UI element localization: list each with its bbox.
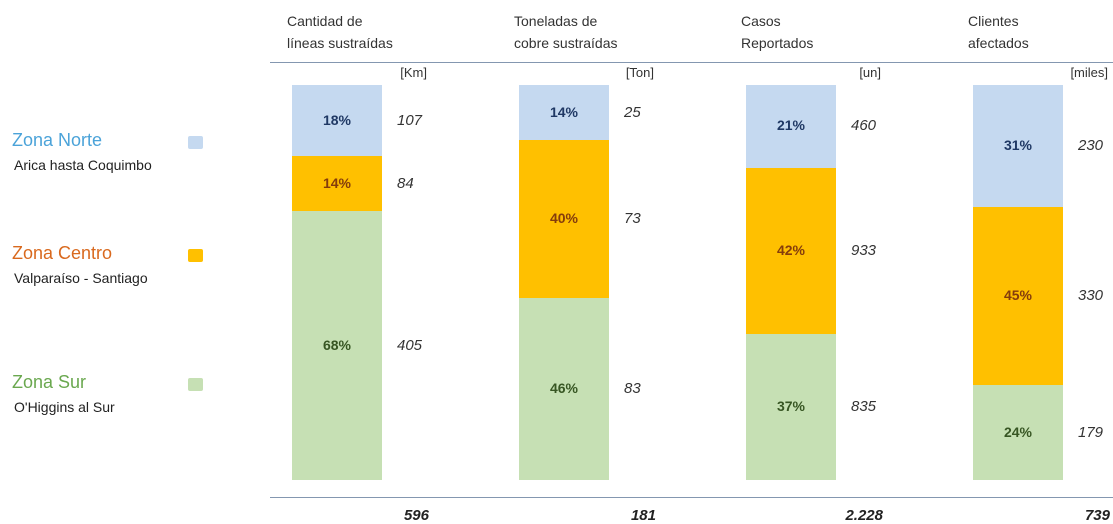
- amount-label: 25: [624, 103, 641, 121]
- category-title: Casos Reportados: [741, 10, 813, 54]
- category-line: Cantidad de: [287, 13, 363, 29]
- category-line: cobre sustraídas: [514, 35, 618, 51]
- percent-label: 14%: [322, 174, 352, 191]
- bar-segment: 24%: [973, 385, 1063, 480]
- category-line: líneas sustraídas: [287, 35, 393, 51]
- legend-icon: [188, 136, 203, 149]
- category-line: Clientes: [968, 13, 1019, 29]
- amount-label: 460: [851, 117, 877, 135]
- bottom-rule: [270, 497, 1113, 498]
- bar-segment: 31%: [973, 85, 1063, 208]
- amount-label: 84: [397, 174, 414, 192]
- amount-label: 83: [624, 380, 641, 398]
- bar-segment: 46%: [519, 298, 609, 480]
- amount-label: 107: [397, 111, 423, 129]
- percent-label: 46%: [549, 380, 579, 397]
- percent-label: 14%: [549, 103, 579, 120]
- bar-segment: 42%: [746, 167, 836, 334]
- amount-label: 179: [1078, 423, 1104, 441]
- amount-label: 405: [397, 336, 423, 354]
- total-label: 596: [403, 507, 429, 524]
- total-label: 181: [630, 507, 656, 524]
- total-label: 739: [1084, 507, 1110, 524]
- bar-segment: 18%: [292, 85, 382, 157]
- percent-label: 45%: [1003, 287, 1033, 304]
- percent-label: 21%: [776, 117, 806, 134]
- legend-icon: [188, 378, 203, 391]
- percent-label: 40%: [549, 210, 579, 227]
- category-line: afectados: [968, 35, 1029, 51]
- unit-label: [Km]: [400, 65, 427, 80]
- percent-label: 68%: [322, 336, 352, 353]
- category-line: Casos: [741, 13, 781, 29]
- legend-description: Valparaíso - Santiago: [14, 270, 148, 286]
- percent-label: 18%: [322, 111, 352, 128]
- legend-name: Zona Sur: [12, 372, 87, 392]
- total-label: 2.228: [845, 507, 883, 524]
- unit-label: [Ton]: [625, 65, 654, 80]
- category-line: Toneladas de: [514, 13, 598, 29]
- percent-label: 31%: [1003, 137, 1033, 154]
- bar-segment: 40%: [519, 140, 609, 299]
- category-line: Reportados: [741, 35, 814, 51]
- percent-label: 24%: [1003, 423, 1033, 440]
- percent-label: 42%: [776, 241, 806, 258]
- unit-label: [un]: [859, 65, 881, 80]
- category-title: Clientes afectados: [968, 10, 1029, 54]
- percent-label: 37%: [776, 397, 806, 414]
- legend-description: Arica hasta Coquimbo: [14, 157, 152, 173]
- legend-description: O'Higgins al Sur: [14, 399, 115, 415]
- legend-icon: [188, 249, 203, 262]
- amount-label: 835: [851, 397, 877, 415]
- unit-label: [miles]: [1070, 65, 1108, 80]
- bar-segment: 37%: [746, 333, 836, 480]
- legend-name: Zona Norte: [12, 130, 103, 150]
- amount-label: 73: [624, 210, 641, 228]
- bar-segment: 68%: [292, 211, 382, 480]
- amount-label: 933: [851, 241, 877, 259]
- amount-label: 330: [1078, 287, 1104, 305]
- category-title: Cantidad de líneas sustraídas: [287, 10, 393, 54]
- legend-name: Zona Centro: [12, 243, 113, 263]
- bar-segment: 21%: [746, 85, 836, 168]
- bar-segment: 14%: [292, 156, 382, 212]
- category-title: Toneladas de cobre sustraídas: [514, 10, 618, 54]
- amount-label: 230: [1078, 137, 1104, 155]
- top-rule: [270, 62, 1113, 63]
- bar-segment: 45%: [973, 207, 1063, 386]
- bar-segment: 14%: [519, 85, 609, 141]
